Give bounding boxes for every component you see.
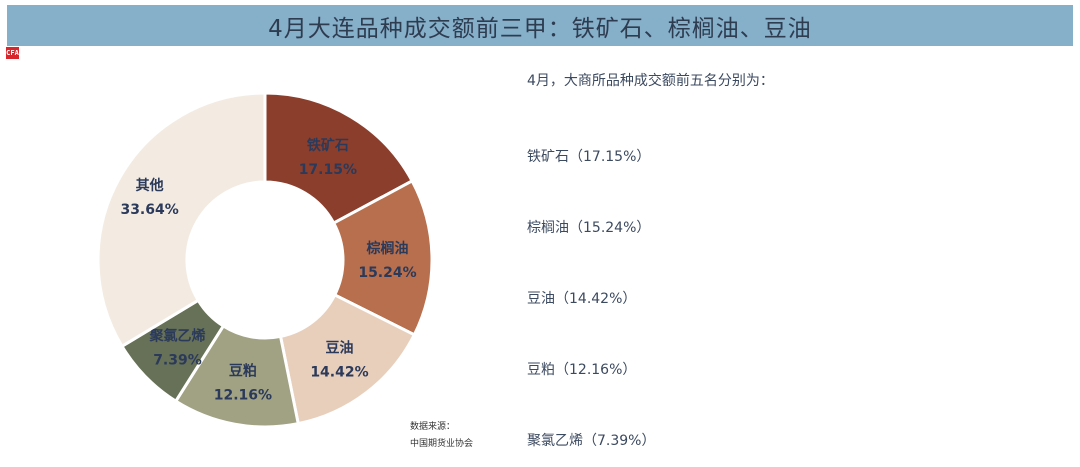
donut-slice bbox=[263, 91, 415, 226]
slice-value: 15.24% bbox=[358, 265, 416, 281]
donut-chart: 铁矿石 17.15% 棕榈油 15.24% 豆油 14.42% 豆粕 12.16% 聚氯乙烯 7.… bbox=[90, 85, 450, 435]
donut-slice bbox=[96, 91, 267, 349]
source-label: 数据来源： bbox=[410, 422, 456, 432]
slice-value: 17.15% bbox=[299, 162, 357, 178]
slice-value: 14.42% bbox=[310, 364, 368, 380]
slice-label: 聚氯乙烯 bbox=[148, 328, 205, 345]
summary-item: 聚氯乙烯（7.39%） bbox=[527, 433, 656, 449]
donut-chart-svg: 铁矿石 17.15% 棕榈油 15.24% 豆油 14.42% 豆粕 12.16% 聚氯乙烯 7.… bbox=[96, 91, 434, 429]
slice-label: 豆油 bbox=[325, 339, 353, 356]
slice-value: 33.64% bbox=[120, 202, 178, 218]
title-bar: 4月大连品种成交额前三甲：铁矿石、棕榈油、豆油 bbox=[7, 5, 1073, 46]
source-name: 中国期货业协会 bbox=[410, 439, 474, 449]
summary-item: 棕榈油（15.24%） bbox=[527, 220, 651, 236]
cfa-logo-icon: CFA bbox=[6, 47, 19, 59]
data-source: 数据来源： 中国期货业协会 bbox=[410, 419, 473, 453]
page-title: 4月大连品种成交额前三甲：铁矿石、棕榈油、豆油 bbox=[268, 15, 812, 42]
summary-intro: 4月，大商所品种成交额前五名分别为： bbox=[527, 73, 774, 89]
summary-item: 豆粕（12.16%） bbox=[527, 362, 637, 378]
slice-label: 其他 bbox=[136, 177, 164, 194]
slice-value: 12.16% bbox=[214, 387, 272, 403]
slice-label: 铁矿石 bbox=[307, 137, 349, 154]
donut-slice bbox=[278, 292, 417, 426]
slice-value: 7.39% bbox=[153, 353, 202, 369]
summary-item: 铁矿石（17.15%） bbox=[527, 149, 651, 165]
slice-label: 棕榈油 bbox=[365, 240, 408, 257]
summary-item: 豆油（14.42%） bbox=[527, 291, 637, 307]
slice-label: 豆粕 bbox=[229, 362, 257, 379]
